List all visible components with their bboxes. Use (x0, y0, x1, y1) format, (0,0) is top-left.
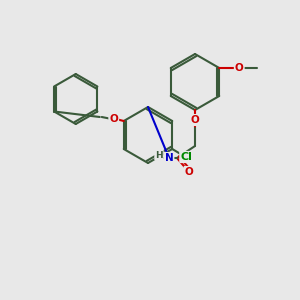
Text: N: N (165, 153, 173, 163)
Text: O: O (235, 63, 244, 73)
Text: Cl: Cl (180, 152, 192, 162)
Text: O: O (190, 115, 200, 125)
Text: O: O (184, 167, 194, 177)
Text: O: O (110, 114, 118, 124)
Text: H: H (155, 151, 163, 160)
